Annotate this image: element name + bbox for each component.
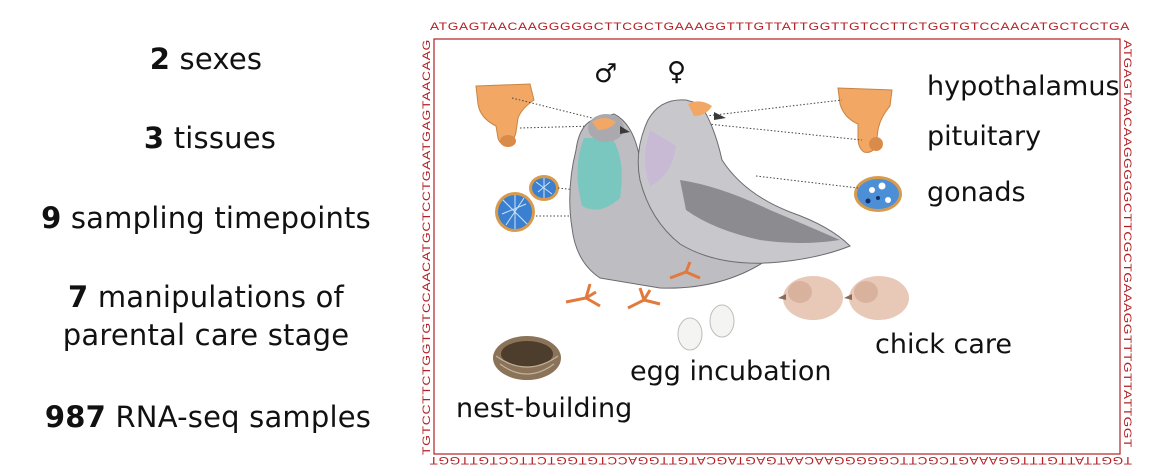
label-pituitary: pituitary <box>927 121 1041 152</box>
stat-samples: 987 RNA-seq samples <box>8 398 408 436</box>
male-symbol-icon: ♂ <box>594 59 617 89</box>
dna-sequence-right: ATGAGTAACAAGGGGGCTTCGCTGAAAGGTTTGTTATTGG… <box>1121 40 1133 448</box>
stat-label: manipulations of <box>88 280 344 314</box>
label-egg-incubation: egg incubation <box>630 356 831 387</box>
dna-frame <box>433 38 1121 455</box>
stat-label-line2: parental care stage <box>62 318 350 352</box>
stat-tissues: 3 tissues <box>10 119 410 157</box>
label-hypothalamus: hypothalamus <box>927 71 1120 102</box>
stat-label: tissues <box>164 121 277 155</box>
stat-timepoints: 9 sampling timepoints <box>6 199 406 237</box>
stat-label: RNA-seq samples <box>106 400 372 434</box>
stat-label: sampling timepoints <box>61 201 371 235</box>
female-symbol-icon: ♀ <box>667 57 686 87</box>
stat-number: 9 <box>41 201 62 235</box>
dna-sequence-bottom: TGGTTATTGTTTGGAAAGTCGCTTCGGGGGAACAATGAGT… <box>429 454 1132 466</box>
stat-manipulations: 7 manipulations of parental care stage <box>6 278 406 354</box>
testes-icon <box>495 175 559 232</box>
nest-icon <box>493 336 561 380</box>
stat-number: 987 <box>44 400 107 434</box>
brain-tissue-left-icon <box>475 83 535 147</box>
label-gonads: gonads <box>927 177 1026 208</box>
stat-number: 7 <box>68 280 89 314</box>
stat-sexes: 2 sexes <box>6 40 406 78</box>
chicks-icon <box>778 276 909 320</box>
stat-number: 3 <box>143 121 165 155</box>
label-nest-building: nest-building <box>456 393 632 424</box>
brain-tissue-right-icon <box>837 87 893 153</box>
eggs-icon <box>677 304 735 351</box>
stat-number: 2 <box>149 42 171 76</box>
label-chick-care: chick care <box>875 329 1012 360</box>
dna-sequence-top: ATGAGTAACAAGGGGGCTTCGCTGAAAGGTTTGTTATTGG… <box>430 21 1130 33</box>
dna-sequence-left: TGTCCTTCTGGTGTCCAACATGCTCCTGAATGAGTAACAA… <box>421 39 433 455</box>
female-pigeon-icon <box>637 99 851 280</box>
stat-label: sexes <box>170 42 263 76</box>
ovary-icon <box>854 176 902 212</box>
